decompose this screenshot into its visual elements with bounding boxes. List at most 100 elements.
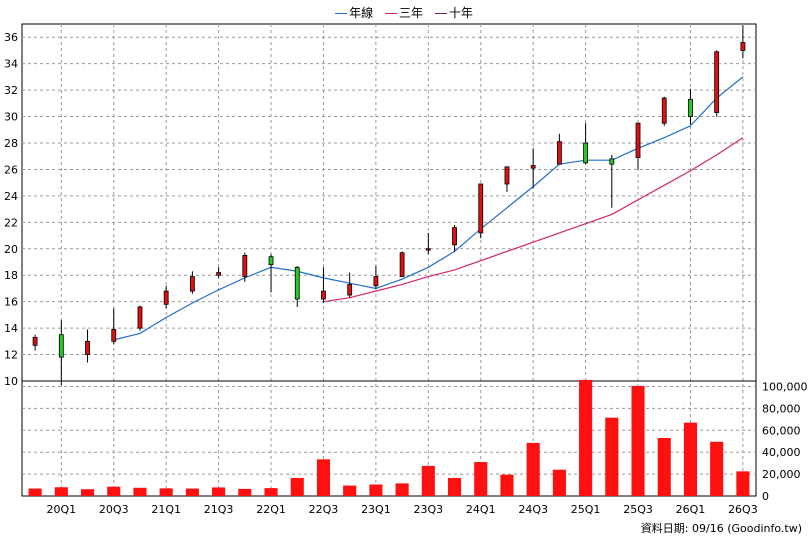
candle-body [688, 98, 693, 117]
legend-swatch-2 [384, 13, 397, 14]
three-year-line [323, 137, 744, 303]
candle-body [58, 334, 64, 358]
candle-body [714, 51, 720, 113]
legend-item-2: 三年 [384, 4, 423, 21]
legend-item-1: 年線 [335, 4, 373, 21]
volume-bar [474, 462, 488, 496]
volume-tick-label: 20,000 [762, 468, 801, 481]
volume-bar [395, 483, 409, 496]
legend-swatch-3 [434, 13, 447, 14]
candle-body [609, 158, 615, 165]
x-tick-label: 23Q3 [413, 503, 443, 516]
volume-bar [710, 441, 724, 496]
legend-label-2: 三年 [398, 6, 423, 20]
volume-tick-label: 100,000 [762, 380, 808, 393]
x-tick-label: 23Q1 [361, 503, 391, 516]
price-tick-label: 10 [4, 375, 18, 388]
volume-bar [54, 487, 68, 496]
x-tick-label: 25Q3 [623, 503, 653, 516]
x-tick-label: 21Q1 [151, 503, 181, 516]
volume-bar [421, 465, 435, 496]
volume-bar [107, 486, 121, 496]
x-tick-label: 25Q1 [571, 503, 601, 516]
volume-bar [185, 488, 199, 496]
price-tick-label: 20 [4, 243, 18, 256]
volume-bar [80, 489, 95, 496]
x-tick-label: 21Q3 [204, 503, 234, 516]
legend-item-3: 十年 [434, 4, 473, 21]
x-tick-label: 26Q3 [728, 503, 758, 516]
candle-body [347, 284, 353, 296]
x-tick-label: 24Q1 [466, 503, 496, 516]
candle-body [478, 183, 484, 234]
candle-body [268, 256, 274, 266]
candle-body [189, 276, 195, 292]
price-tick-label: 36 [4, 31, 18, 44]
candle-body [294, 266, 300, 300]
plot-frame [21, 23, 757, 497]
legend-label-3: 十年 [448, 6, 473, 20]
candle-body [373, 276, 379, 287]
price-tick-label: 22 [4, 216, 18, 229]
volume-bar [264, 488, 278, 496]
candle-body [163, 290, 169, 305]
volume-bar [343, 485, 357, 496]
volume-bar [605, 417, 619, 496]
candle-body [216, 272, 222, 276]
candle-body [504, 166, 510, 185]
candle-body [556, 141, 562, 165]
candle-body [85, 340, 90, 355]
chart-legend: 年線 三年 十年 [0, 4, 808, 21]
volume-tick-label: 40,000 [762, 446, 801, 459]
x-tick-label: 22Q1 [256, 503, 286, 516]
volume-bar [526, 442, 540, 496]
price-tick-label: 18 [4, 269, 18, 282]
candle-body [399, 252, 405, 277]
volume-bar [369, 484, 383, 496]
candle-body [111, 329, 117, 342]
volume-bar [447, 477, 462, 496]
x-tick-label: 20Q3 [99, 503, 129, 516]
volume-bar [579, 379, 593, 496]
price-tick-label: 14 [4, 322, 18, 335]
price-tick-label: 28 [4, 137, 18, 150]
x-tick-label: 22Q3 [309, 503, 339, 516]
candle-body [32, 336, 38, 346]
candle-body [661, 97, 667, 124]
x-tick-label: 24Q3 [518, 503, 548, 516]
volume-bar [238, 488, 252, 496]
volume-tick-label: 80,000 [762, 402, 801, 415]
volume-bar [133, 487, 147, 496]
volume-tick-label: 60,000 [762, 424, 801, 437]
candle-body [321, 290, 326, 300]
price-tick-label: 12 [4, 349, 18, 362]
candle-body [242, 254, 248, 277]
volume-bar [552, 469, 566, 496]
candle-body [635, 122, 641, 158]
data-date-footer: 資料日期: 09/16 (Goodinfo.tw) [640, 522, 802, 535]
price-tick-label: 24 [4, 190, 18, 203]
candle-body [425, 248, 431, 251]
candle-body [452, 227, 457, 246]
volume-tick-label: 0 [762, 490, 769, 503]
volume-bar [736, 471, 750, 496]
volume-bar [631, 385, 645, 496]
price-tick-label: 26 [4, 163, 18, 176]
volume-bar [290, 477, 304, 496]
volume-bar [500, 474, 514, 496]
price-tick-label: 16 [4, 296, 18, 309]
volume-bar [212, 487, 226, 496]
volume-bar [316, 459, 331, 496]
candle-body [530, 165, 536, 169]
candle-body [137, 306, 143, 329]
x-tick-label: 20Q1 [46, 503, 76, 516]
legend-swatch-1 [335, 13, 348, 14]
volume-bar [683, 422, 698, 496]
x-tick-label: 26Q1 [676, 503, 706, 516]
price-tick-label: 30 [4, 111, 18, 124]
candle-body [740, 42, 746, 51]
price-tick-label: 32 [4, 84, 18, 97]
candle-body [583, 142, 589, 164]
legend-label-1: 年線 [349, 6, 374, 20]
